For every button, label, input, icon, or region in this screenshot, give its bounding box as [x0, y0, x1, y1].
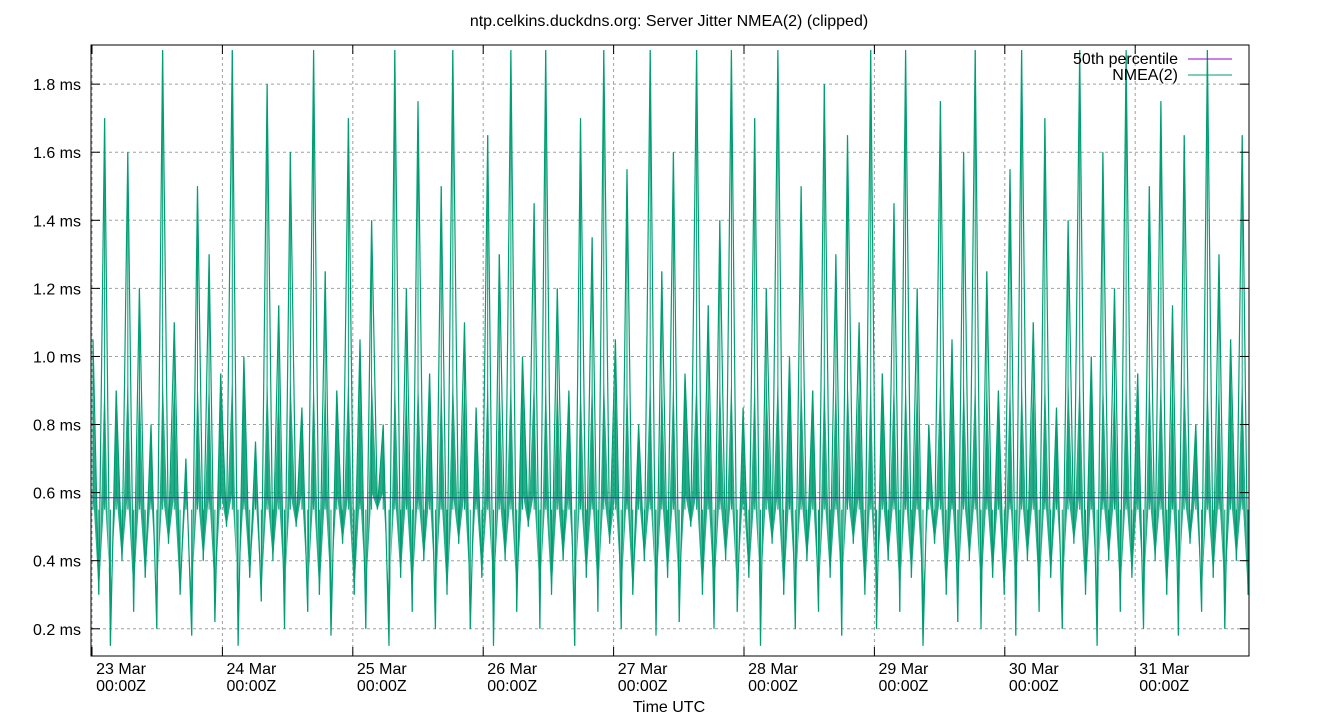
y-tick-label: 0.2 ms [33, 622, 81, 639]
x-tick-label-date: 25 Mar [357, 661, 407, 678]
plot-border [90, 44, 1250, 657]
chart-title: ntp.celkins.duckdns.org: Server Jitter N… [470, 13, 868, 30]
y-tick-label: 0.6 ms [33, 486, 81, 503]
x-tick-label-time: 00:00Z [1009, 678, 1059, 695]
series-line-nmea [92, 50, 1249, 646]
y-tick-label: 1.0 ms [33, 349, 81, 366]
series-group [91, 50, 1249, 646]
legend-label-percentile: 50th percentile [1073, 51, 1178, 68]
x-tick-label-date: 28 Mar [748, 661, 798, 678]
x-tick-label-date: 24 Mar [227, 661, 277, 678]
x-axis-label: Time UTC [633, 699, 705, 716]
x-tick-label-time: 00:00Z [96, 678, 146, 695]
x-tick-label-time: 00:00Z [487, 678, 537, 695]
x-tick-label-time: 00:00Z [226, 678, 276, 695]
legend: 50th percentile NMEA(2) [1073, 51, 1232, 84]
x-tick-label-date: 23 Mar [96, 661, 146, 678]
x-tick-label-date: 31 Mar [1139, 661, 1189, 678]
y-tick-label: 1.4 ms [33, 213, 81, 230]
y-tick-label: 1.8 ms [33, 77, 81, 94]
y-tick-label: 0.4 ms [33, 554, 81, 571]
x-tick-label-date: 26 Mar [487, 661, 537, 678]
y-tick-label: 1.2 ms [33, 281, 81, 298]
x-tick-label-time: 00:00Z [618, 678, 668, 695]
y-tick-label: 0.8 ms [33, 418, 81, 435]
axes: 0.2 ms 0.4 ms 0.6 ms 0.8 ms 1.0 ms 1.2 ms 1.4 … [33, 45, 1249, 695]
series-fill-nmea [93, 373, 1248, 646]
x-tick-label-date: 27 Mar [618, 661, 668, 678]
x-tick-label-time: 00:00Z [357, 678, 407, 695]
x-tick-label-time: 00:00Z [878, 678, 928, 695]
y-tick-label: 1.6 ms [33, 145, 81, 162]
x-tick-label-time: 00:00Z [748, 678, 798, 695]
legend-label-nmea: NMEA(2) [1112, 67, 1178, 84]
plot-area [91, 50, 1249, 646]
x-tick-label-date: 30 Mar [1009, 661, 1059, 678]
x-tick-label-time: 00:00Z [1139, 678, 1189, 695]
x-tick-label-date: 29 Mar [879, 661, 929, 678]
